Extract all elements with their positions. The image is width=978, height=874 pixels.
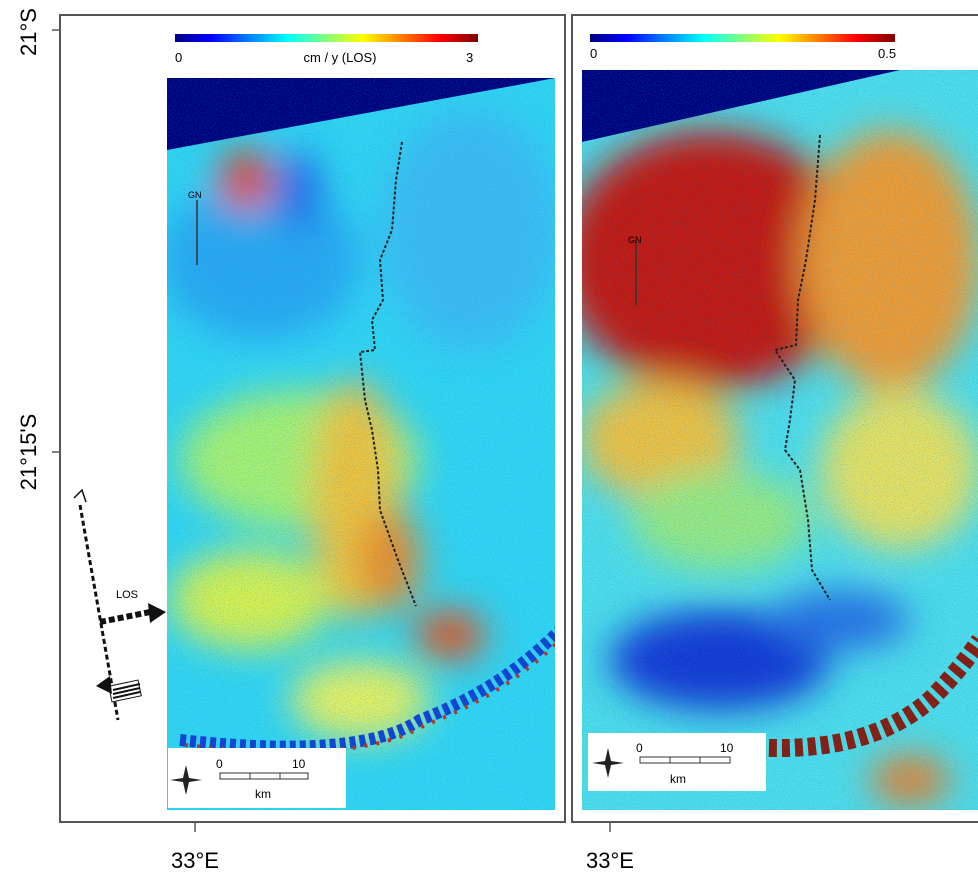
scale-right: 0 10 km <box>592 741 734 786</box>
los-diagram: LOS <box>73 488 166 721</box>
los-label: LOS <box>116 589 138 601</box>
scale-start: 0 <box>636 741 643 755</box>
site-label: GN <box>628 235 642 245</box>
map-left <box>167 78 555 810</box>
colorbar-max: 0.5 <box>878 46 896 61</box>
panel-frame <box>571 14 978 823</box>
colorbar <box>175 34 478 42</box>
colorbar-max: 3 <box>466 50 473 65</box>
scale-start: 0 <box>216 757 223 771</box>
scale-end: 10 <box>720 741 734 755</box>
scale-unit: km <box>670 772 686 786</box>
colorbar <box>590 34 895 42</box>
scale-left: 0 10 km <box>170 757 309 801</box>
colorbar-min: 0 <box>590 46 597 61</box>
fault-line <box>358 141 417 607</box>
fault-line <box>773 134 831 601</box>
map-right <box>582 70 978 810</box>
colorbar-min: 0 <box>175 50 182 65</box>
panel-frame <box>59 14 566 823</box>
x-label: 33°E <box>586 848 634 873</box>
scale-end: 10 <box>292 757 306 771</box>
x-label: 33°E <box>171 848 219 873</box>
site-label: GN <box>188 190 202 200</box>
y-label: 21°S <box>16 8 41 56</box>
scale-unit: km <box>255 787 271 801</box>
colorbar-label: cm / y (LOS) <box>304 50 377 65</box>
y-label: 21°15'S <box>16 414 41 491</box>
